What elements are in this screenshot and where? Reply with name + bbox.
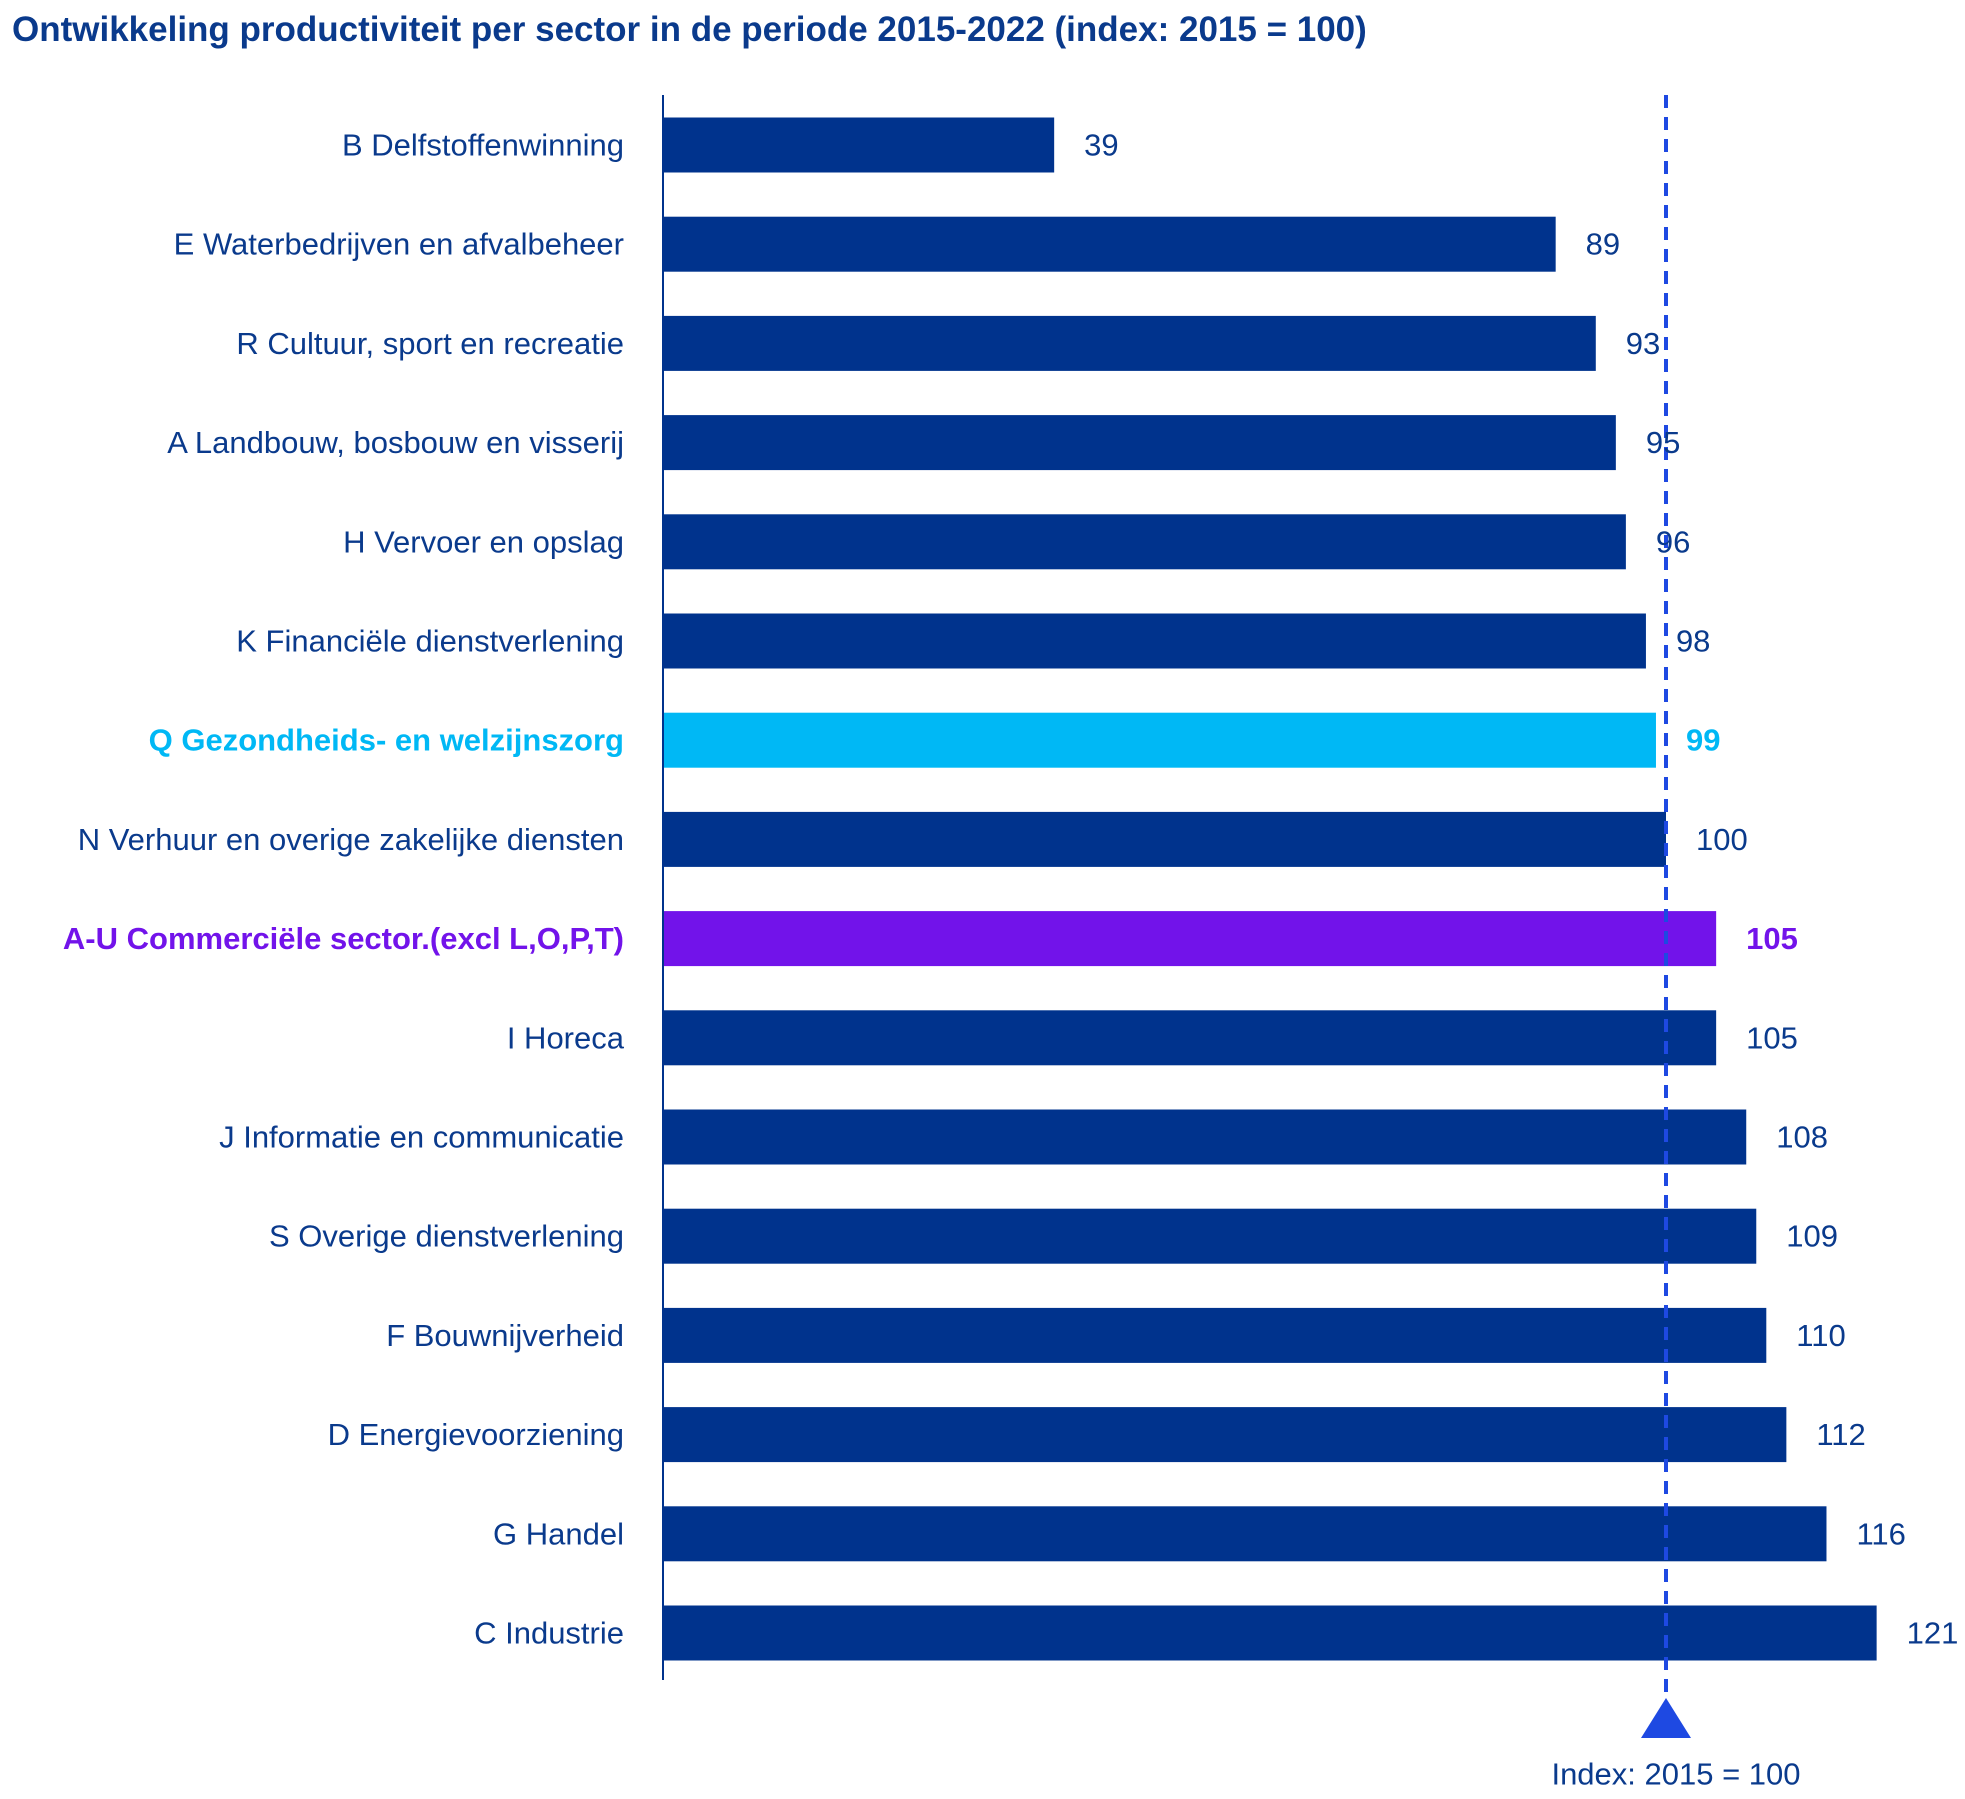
bar-a-landbouw-bosbouw-en-visserij bbox=[663, 415, 1616, 471]
category-label-f-bouwnijverheid: F Bouwnijverheid bbox=[386, 1318, 624, 1353]
bar-i-horeca bbox=[663, 1010, 1717, 1066]
value-label-n-verhuur-en-overige-zakelijke-diensten: 100 bbox=[1696, 822, 1748, 857]
value-label-k-financi-le-dienstverlening: 98 bbox=[1676, 624, 1710, 659]
bar-k-financi-le-dienstverlening bbox=[663, 613, 1646, 669]
value-label-c-industrie: 121 bbox=[1907, 1616, 1959, 1651]
category-label-k-financi-le-dienstverlening: K Financiële dienstverlening bbox=[236, 624, 624, 659]
category-label-d-energievoorziening: D Energievoorziening bbox=[328, 1417, 624, 1452]
value-label-j-informatie-en-communicatie: 108 bbox=[1776, 1120, 1828, 1155]
bar-s-overige-dienstverlening bbox=[663, 1208, 1757, 1264]
bar-h-vervoer-en-opslag bbox=[663, 514, 1626, 570]
bar-a-u-commerci-le-sector-excl-l-o-p-t bbox=[663, 911, 1717, 967]
value-label-d-energievoorziening: 112 bbox=[1816, 1417, 1865, 1452]
category-label-e-waterbedrijven-en-afvalbeheer: E Waterbedrijven en afvalbeheer bbox=[174, 227, 624, 262]
category-label-h-vervoer-en-opslag: H Vervoer en opslag bbox=[343, 524, 624, 559]
value-label-r-cultuur-sport-en-recreatie: 93 bbox=[1626, 326, 1660, 361]
bar-f-bouwnijverheid bbox=[663, 1307, 1767, 1363]
value-label-a-landbouw-bosbouw-en-visserij: 95 bbox=[1646, 425, 1680, 460]
category-label-s-overige-dienstverlening: S Overige dienstverlening bbox=[269, 1219, 624, 1254]
bar-q-gezondheids-en-welzijnszorg bbox=[663, 712, 1656, 768]
bar-g-handel bbox=[663, 1506, 1827, 1562]
value-label-a-u-commerci-le-sector-excl-l-o-p-t: 105 bbox=[1746, 921, 1798, 956]
reference-label: Index: 2015 = 100 bbox=[1551, 1757, 1800, 1792]
value-label-h-vervoer-en-opslag: 96 bbox=[1656, 524, 1690, 559]
category-label-n-verhuur-en-overige-zakelijke-diensten: N Verhuur en overige zakelijke diensten bbox=[78, 822, 624, 857]
reference-triangle-icon bbox=[1641, 1698, 1691, 1738]
value-label-b-delfstoffenwinning: 39 bbox=[1084, 128, 1118, 163]
category-label-c-industrie: C Industrie bbox=[474, 1616, 624, 1651]
value-label-g-handel: 116 bbox=[1856, 1516, 1905, 1551]
bar-b-delfstoffenwinning bbox=[663, 117, 1055, 173]
bar-c-industrie bbox=[663, 1605, 1877, 1661]
category-label-q-gezondheids-en-welzijnszorg: Q Gezondheids- en welzijnszorg bbox=[149, 723, 624, 758]
category-label-a-u-commerci-le-sector-excl-l-o-p-t: A-U Commerciële sector.(excl L,O,P,T) bbox=[63, 921, 624, 956]
bar-r-cultuur-sport-en-recreatie bbox=[663, 315, 1596, 371]
value-label-s-overige-dienstverlening: 109 bbox=[1786, 1219, 1838, 1254]
value-label-e-waterbedrijven-en-afvalbeheer: 89 bbox=[1586, 227, 1620, 262]
category-label-i-horeca: I Horeca bbox=[507, 1020, 625, 1055]
bar-j-informatie-en-communicatie bbox=[663, 1109, 1747, 1165]
category-label-r-cultuur-sport-en-recreatie: R Cultuur, sport en recreatie bbox=[236, 326, 624, 361]
bar-n-verhuur-en-overige-zakelijke-diensten bbox=[663, 811, 1666, 867]
value-label-i-horeca: 105 bbox=[1746, 1020, 1798, 1055]
category-label-j-informatie-en-communicatie: J Informatie en communicatie bbox=[219, 1120, 624, 1155]
value-label-f-bouwnijverheid: 110 bbox=[1796, 1318, 1845, 1353]
value-label-q-gezondheids-en-welzijnszorg: 99 bbox=[1686, 723, 1720, 758]
category-label-a-landbouw-bosbouw-en-visserij: A Landbouw, bosbouw en visserij bbox=[167, 425, 624, 460]
bar-d-energievoorziening bbox=[663, 1407, 1787, 1463]
bar-e-waterbedrijven-en-afvalbeheer bbox=[663, 216, 1556, 272]
chart-title: Ontwikkeling productiviteit per sector i… bbox=[12, 10, 1367, 49]
category-label-b-delfstoffenwinning: B Delfstoffenwinning bbox=[342, 128, 624, 163]
category-label-g-handel: G Handel bbox=[493, 1516, 624, 1551]
labels-layer: B Delfstoffenwinning 39 E Waterbedrijven e… bbox=[63, 128, 1958, 1651]
bars-layer bbox=[663, 117, 1877, 1661]
